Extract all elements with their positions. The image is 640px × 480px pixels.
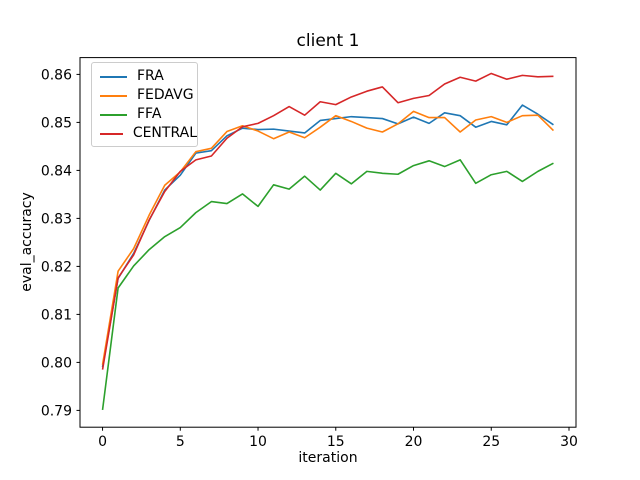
legend-item-ffa: FFA (92, 105, 197, 124)
svg-text:15: 15 (327, 434, 345, 450)
legend-item-fra: FRA (92, 67, 197, 86)
legend-line-fedavg-icon (100, 94, 127, 97)
series-line-fra (101, 104, 554, 368)
svg-text:5: 5 (176, 434, 185, 450)
legend-line-fra-icon (100, 75, 127, 78)
legend-line-ffa-icon (100, 113, 127, 116)
svg-text:0.86: 0.86 (41, 67, 72, 83)
chart-title: client 1 (296, 31, 360, 51)
svg-text:0.82: 0.82 (41, 259, 72, 275)
svg-text:10: 10 (249, 434, 267, 450)
legend-box: FRA FEDAVG FFA CENTRAL (91, 62, 198, 147)
legend-label-fra: FRA (137, 68, 164, 84)
legend-label-ffa: FFA (137, 106, 162, 122)
series-line-fedavg (101, 110, 555, 365)
y-axis-label: eval_accuracy (19, 192, 35, 292)
legend-item-fedavg: FEDAVG (92, 86, 197, 105)
x-axis-label: iteration (298, 450, 358, 466)
svg-text:0.79: 0.79 (41, 403, 72, 419)
svg-text:0.81: 0.81 (41, 307, 72, 323)
legend-item-central: CENTRAL (92, 124, 197, 143)
svg-text:0: 0 (98, 434, 107, 450)
series-line-central (101, 72, 554, 370)
series-line-ffa (101, 159, 554, 411)
legend-label-central: CENTRAL (132, 125, 197, 141)
svg-text:30: 30 (560, 434, 578, 450)
svg-text:25: 25 (482, 434, 500, 450)
svg-text:0.84: 0.84 (41, 163, 72, 179)
legend-line-central-icon (100, 132, 123, 135)
svg-text:20: 20 (405, 434, 423, 450)
svg-text:0.83: 0.83 (41, 211, 72, 227)
svg-text:0.80: 0.80 (41, 355, 72, 371)
legend-label-fedavg: FEDAVG (137, 87, 194, 103)
svg-text:0.85: 0.85 (41, 115, 72, 131)
